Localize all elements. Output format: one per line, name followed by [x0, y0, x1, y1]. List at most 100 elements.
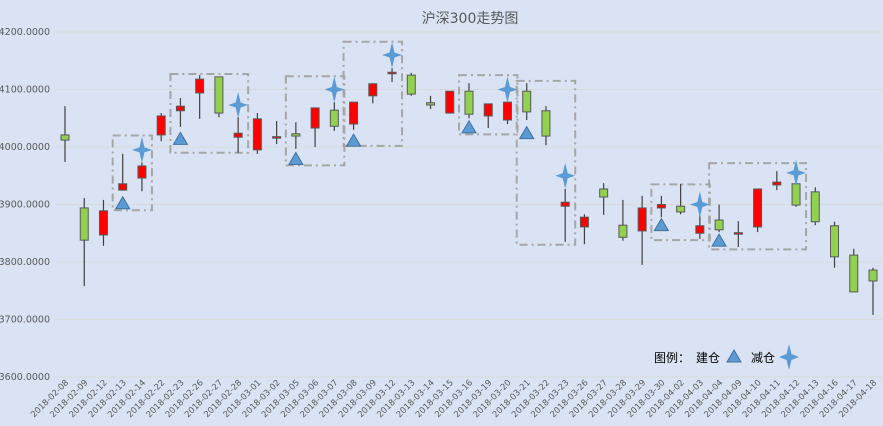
legend-triangle-icon — [726, 349, 742, 363]
candle — [753, 188, 763, 233]
candle — [60, 106, 70, 162]
candle-body — [541, 110, 551, 137]
y-tick-label: 3900.0000 — [0, 200, 50, 211]
legend-star-icon — [779, 344, 799, 370]
candle-body — [599, 188, 609, 198]
y-tick-label: 3600.0000 — [0, 372, 50, 383]
position-box — [458, 74, 519, 136]
candle-body — [98, 210, 108, 236]
reduce-position-star-icon — [382, 42, 403, 68]
candle-body — [868, 269, 878, 282]
candle-body — [137, 165, 147, 179]
candle — [579, 214, 589, 245]
position-box — [169, 72, 250, 154]
candle — [406, 72, 416, 96]
candle — [368, 83, 378, 104]
candle — [387, 68, 397, 83]
candle-body — [772, 181, 782, 186]
candle — [810, 187, 820, 226]
candle-body — [310, 107, 320, 129]
candle-body — [195, 78, 205, 94]
candle-body — [618, 224, 628, 238]
candle-body — [656, 204, 666, 209]
candle — [599, 183, 609, 215]
candle — [426, 95, 436, 110]
candle-body — [233, 132, 243, 138]
candle-body — [291, 133, 301, 137]
candle-body — [406, 74, 416, 95]
candle-body — [830, 225, 840, 258]
candle — [849, 248, 859, 293]
candle-body — [810, 191, 820, 223]
candle-body — [676, 205, 686, 213]
candle-body — [60, 134, 70, 141]
open-position-triangle-icon — [711, 233, 727, 247]
candle — [137, 162, 147, 192]
candle — [175, 98, 185, 127]
open-position-triangle-icon — [114, 195, 131, 210]
candle-body — [156, 115, 166, 136]
position-box — [708, 162, 808, 251]
position-box — [515, 79, 577, 246]
candle — [252, 113, 262, 154]
candle-body — [368, 83, 378, 97]
reduce-position-star-icon — [786, 159, 807, 186]
open-position-triangle-icon — [172, 131, 189, 145]
y-tick-label: 4200.0000 — [0, 27, 50, 38]
candle-body — [464, 90, 474, 115]
candle — [233, 117, 243, 153]
reduce-position-star-icon — [555, 162, 576, 189]
legend: 图例： 建仓 减仓 — [654, 344, 799, 370]
reduce-position-star-icon — [228, 92, 249, 119]
candle-body — [118, 183, 128, 191]
candle — [483, 103, 493, 129]
candle — [618, 199, 628, 241]
candle-body — [483, 103, 493, 117]
open-position-triangle-icon — [345, 133, 362, 147]
candle — [349, 101, 359, 130]
candle — [733, 221, 743, 248]
candle-body — [579, 216, 589, 228]
candle — [714, 204, 724, 233]
candle-body — [733, 232, 743, 235]
chart-title: 沪深300走势图 — [422, 11, 519, 27]
candle — [464, 83, 474, 119]
candle — [118, 153, 128, 191]
candle-body — [637, 207, 647, 232]
candle — [214, 76, 224, 118]
y-tick-label: 4100.0000 — [0, 85, 50, 96]
candle — [868, 267, 878, 315]
candle — [445, 90, 455, 114]
candle-body — [445, 90, 455, 114]
candle — [541, 106, 551, 146]
candle — [310, 107, 320, 147]
candle — [560, 188, 570, 242]
reduce-position-star-icon — [497, 76, 518, 103]
candle-body — [79, 207, 89, 241]
candle-body — [272, 136, 282, 139]
position-box — [111, 134, 153, 212]
candle — [830, 221, 840, 268]
candle — [272, 121, 282, 145]
candle-body — [753, 188, 763, 228]
candle — [195, 75, 205, 119]
candle-body — [252, 118, 262, 151]
candle-body — [695, 225, 705, 234]
open-position-triangle-icon — [518, 125, 535, 140]
candle — [637, 195, 647, 265]
candle — [522, 83, 532, 120]
position-box — [342, 40, 404, 147]
position-box — [650, 183, 711, 242]
reduce-position-star-icon — [131, 136, 152, 163]
y-tick-label: 4000.0000 — [0, 142, 50, 153]
reduce-position-star-icon — [689, 191, 710, 218]
candle — [156, 113, 166, 142]
candle — [676, 183, 686, 215]
candle-body — [175, 105, 185, 112]
candle — [291, 122, 301, 149]
candle-body — [214, 76, 224, 114]
legend-open-label: 建仓 — [696, 351, 720, 365]
candle-body — [791, 183, 801, 206]
candle-body — [329, 109, 339, 127]
